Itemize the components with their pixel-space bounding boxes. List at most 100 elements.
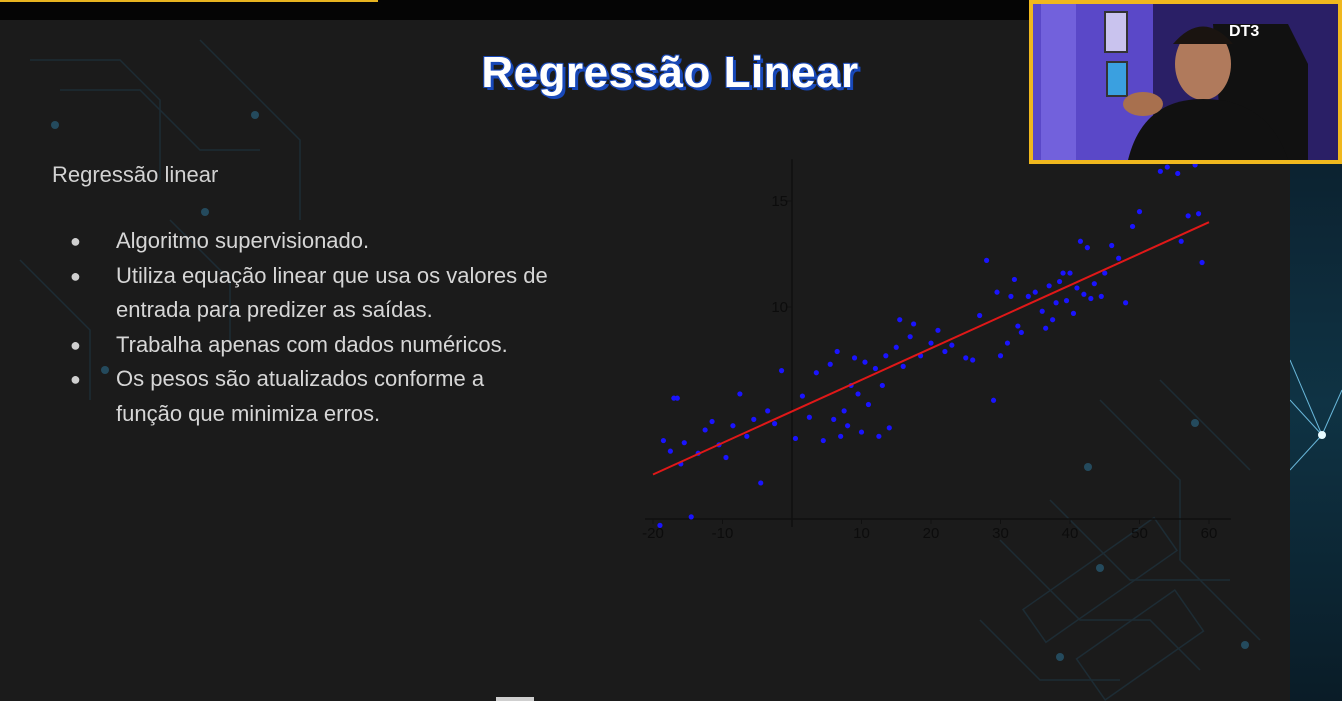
data-point — [772, 421, 778, 427]
data-point — [935, 327, 941, 333]
data-point — [911, 321, 917, 327]
chair-logo: DT3 — [1229, 23, 1259, 40]
data-point — [1129, 223, 1136, 230]
data-point — [1102, 270, 1108, 276]
person-head — [1175, 28, 1231, 100]
bullet-text: Algoritmo supervisionado. — [116, 228, 370, 253]
data-point — [820, 437, 826, 444]
data-point — [667, 448, 673, 454]
data-point — [1091, 281, 1097, 287]
data-point — [855, 391, 861, 397]
data-point — [1063, 298, 1070, 304]
data-point — [1164, 164, 1170, 170]
data-point — [674, 395, 680, 401]
data-point — [883, 353, 889, 359]
data-point — [765, 408, 771, 414]
bullet-list: ● Algoritmo supervisionado. ● Utiliza eq… — [68, 224, 628, 431]
data-point — [702, 427, 708, 433]
data-point — [1015, 323, 1021, 329]
wall-frame — [1104, 11, 1128, 53]
data-point — [1070, 310, 1077, 316]
data-point — [1067, 270, 1073, 276]
data-point — [858, 429, 865, 435]
wall-frame — [1106, 61, 1128, 97]
data-point — [744, 433, 750, 439]
data-point — [1185, 213, 1191, 219]
x-tick-label: 20 — [923, 525, 940, 542]
data-point — [997, 353, 1004, 359]
data-point — [841, 408, 847, 414]
webcam-overlay: DT3 — [1029, 0, 1342, 164]
slide-title: Regressão Linear — [481, 48, 859, 97]
data-point — [970, 357, 976, 363]
data-point — [792, 435, 799, 442]
data-point — [660, 437, 667, 444]
data-point — [1056, 278, 1063, 285]
data-point — [942, 348, 948, 355]
data-point — [1081, 291, 1087, 297]
data-point — [949, 342, 955, 348]
data-point — [1050, 317, 1056, 323]
data-point — [928, 340, 934, 346]
data-point — [1136, 209, 1143, 215]
x-tick-label: 40 — [1062, 525, 1079, 542]
bullet-dot: ● — [70, 265, 81, 286]
bullet-text: Trabalha apenas com dados numéricos. — [116, 331, 508, 357]
data-point — [963, 355, 969, 361]
data-point — [1195, 211, 1202, 217]
data-point — [990, 397, 997, 403]
data-point — [977, 312, 983, 319]
data-point — [862, 359, 868, 365]
data-point — [827, 361, 833, 367]
background-circuit-decoration — [19, 39, 1261, 701]
data-point — [1199, 259, 1205, 266]
data-point — [806, 414, 812, 420]
data-point — [1032, 289, 1038, 295]
bullet-item: ● Algoritmo supervisionado. — [68, 224, 628, 259]
data-point — [851, 355, 858, 361]
bullet-dot: ● — [70, 231, 81, 251]
data-point — [1157, 168, 1163, 174]
data-point — [1074, 285, 1080, 291]
data-point — [900, 363, 906, 369]
data-point — [1109, 242, 1115, 249]
data-point — [1077, 238, 1084, 244]
webcam-video-frame: DT3 — [1033, 4, 1338, 160]
data-point — [834, 348, 840, 355]
data-point — [1008, 293, 1014, 299]
bullet-dot: ● — [70, 334, 81, 355]
data-point — [865, 401, 872, 408]
data-point — [876, 433, 882, 439]
data-point — [1046, 283, 1052, 289]
data-point — [1175, 170, 1181, 177]
x-tick-label: 30 — [992, 525, 1009, 542]
bullet-text: Utiliza equação linear que usa os valore… — [116, 262, 548, 288]
data-point — [737, 391, 743, 397]
bullet-item: ● Utiliza equação linear que usa os valo… — [68, 259, 628, 328]
x-tick-label: 50 — [1131, 525, 1148, 542]
data-point — [1018, 329, 1024, 336]
bullet-dot: ● — [70, 369, 81, 389]
x-tick-label: 60 — [1201, 525, 1218, 542]
top-bar — [0, 0, 1342, 20]
data-point — [1178, 238, 1184, 244]
data-point — [984, 257, 990, 263]
data-point — [845, 423, 851, 429]
data-point — [907, 334, 913, 340]
data-point — [831, 416, 837, 422]
data-point — [688, 514, 694, 520]
person-hands — [1123, 92, 1163, 116]
data-point — [838, 433, 844, 439]
data-point — [1043, 325, 1049, 331]
data-point — [1053, 300, 1059, 306]
data-point — [1088, 295, 1094, 302]
data-point — [1116, 255, 1122, 261]
bottom-indicator — [496, 697, 534, 701]
right-background-strip — [1290, 160, 1342, 701]
data-point — [1011, 276, 1018, 283]
x-tick-label: -10 — [712, 525, 734, 542]
data-point — [657, 522, 663, 528]
data-point — [778, 368, 785, 374]
data-point — [730, 423, 736, 429]
